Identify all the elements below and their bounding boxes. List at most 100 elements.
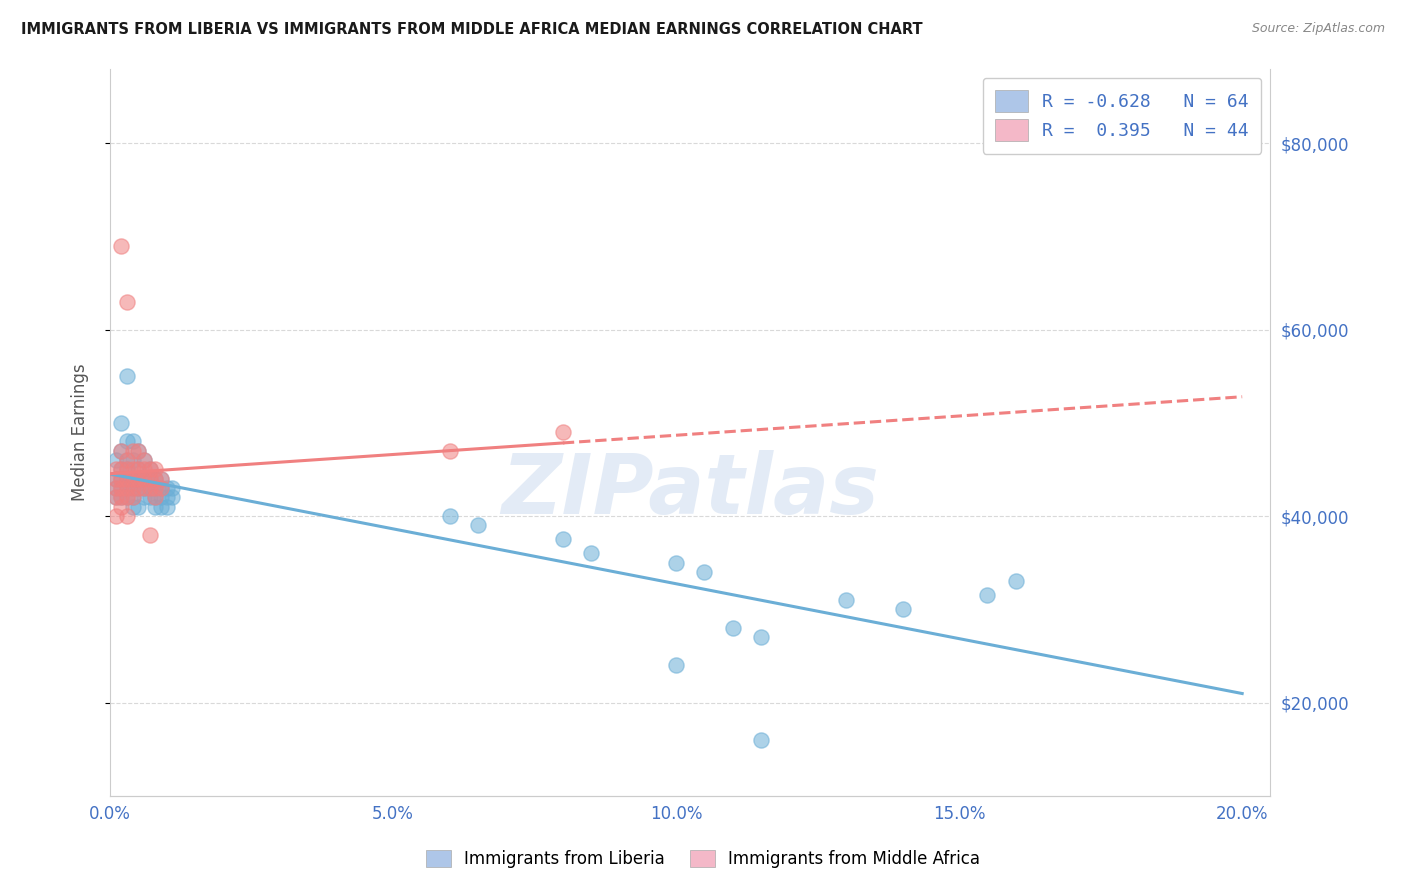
Point [115, 472, 138, 486]
Point [721, 621, 744, 635]
Point [115, 462, 138, 476]
Point [121, 481, 143, 495]
Text: ZIPatlas: ZIPatlas [502, 450, 879, 531]
Point [693, 565, 716, 579]
Point [143, 462, 166, 476]
Point [104, 491, 127, 505]
Point [110, 462, 132, 476]
Point [132, 481, 155, 495]
Point [127, 472, 149, 486]
Point [121, 443, 143, 458]
Point [551, 533, 574, 547]
Point [143, 481, 166, 495]
Point [121, 434, 143, 449]
Point [104, 462, 127, 476]
Point [121, 481, 143, 495]
Point [156, 491, 179, 505]
Point [467, 518, 489, 533]
Point [110, 472, 132, 486]
Point [110, 416, 132, 430]
Point [121, 462, 143, 476]
Point [110, 500, 132, 514]
Point [976, 588, 998, 602]
Point [138, 527, 160, 541]
Point [115, 369, 138, 384]
Point [891, 602, 914, 616]
Point [150, 472, 173, 486]
Point [110, 472, 132, 486]
Point [104, 491, 127, 505]
Legend: Immigrants from Liberia, Immigrants from Middle Africa: Immigrants from Liberia, Immigrants from… [419, 843, 987, 875]
Point [127, 481, 149, 495]
Point [110, 481, 132, 495]
Point [127, 462, 149, 476]
Point [150, 491, 173, 505]
Point [115, 294, 138, 309]
Point [749, 732, 772, 747]
Point [121, 472, 143, 486]
Point [115, 491, 138, 505]
Point [138, 462, 160, 476]
Point [121, 500, 143, 514]
Point [127, 500, 149, 514]
Point [115, 462, 138, 476]
Text: IMMIGRANTS FROM LIBERIA VS IMMIGRANTS FROM MIDDLE AFRICA MEDIAN EARNINGS CORRELA: IMMIGRANTS FROM LIBERIA VS IMMIGRANTS FR… [21, 22, 922, 37]
Point [115, 481, 138, 495]
Point [121, 491, 143, 505]
Point [132, 453, 155, 467]
Point [115, 434, 138, 449]
Point [115, 453, 138, 467]
Point [132, 491, 155, 505]
Point [127, 472, 149, 486]
Point [665, 658, 688, 673]
Point [132, 462, 155, 476]
Point [138, 462, 160, 476]
Point [104, 453, 127, 467]
Point [551, 425, 574, 439]
Point [115, 453, 138, 467]
Point [162, 491, 184, 505]
Point [104, 472, 127, 486]
Point [121, 453, 143, 467]
Point [162, 481, 184, 495]
Point [138, 472, 160, 486]
Point [150, 481, 173, 495]
Point [104, 509, 127, 524]
Point [110, 481, 132, 495]
Point [110, 491, 132, 505]
Point [143, 500, 166, 514]
Point [132, 472, 155, 486]
Text: Source: ZipAtlas.com: Source: ZipAtlas.com [1251, 22, 1385, 36]
Point [143, 472, 166, 486]
Point [439, 509, 461, 524]
Point [138, 491, 160, 505]
Point [138, 481, 160, 495]
Point [121, 491, 143, 505]
Point [115, 472, 138, 486]
Point [579, 546, 602, 560]
Point [150, 500, 173, 514]
Point [127, 462, 149, 476]
Point [156, 481, 179, 495]
Y-axis label: Median Earnings: Median Earnings [72, 363, 89, 501]
Point [143, 491, 166, 505]
Point [127, 481, 149, 495]
Point [127, 443, 149, 458]
Point [110, 491, 132, 505]
Point [115, 509, 138, 524]
Point [132, 481, 155, 495]
Point [150, 472, 173, 486]
Point [156, 500, 179, 514]
Point [132, 453, 155, 467]
Point [104, 481, 127, 495]
Point [749, 630, 772, 644]
Point [143, 491, 166, 505]
Point [665, 556, 688, 570]
Point [138, 472, 160, 486]
Point [115, 491, 138, 505]
Point [143, 472, 166, 486]
Point [835, 593, 858, 607]
Point [115, 481, 138, 495]
Point [132, 472, 155, 486]
Point [110, 238, 132, 252]
